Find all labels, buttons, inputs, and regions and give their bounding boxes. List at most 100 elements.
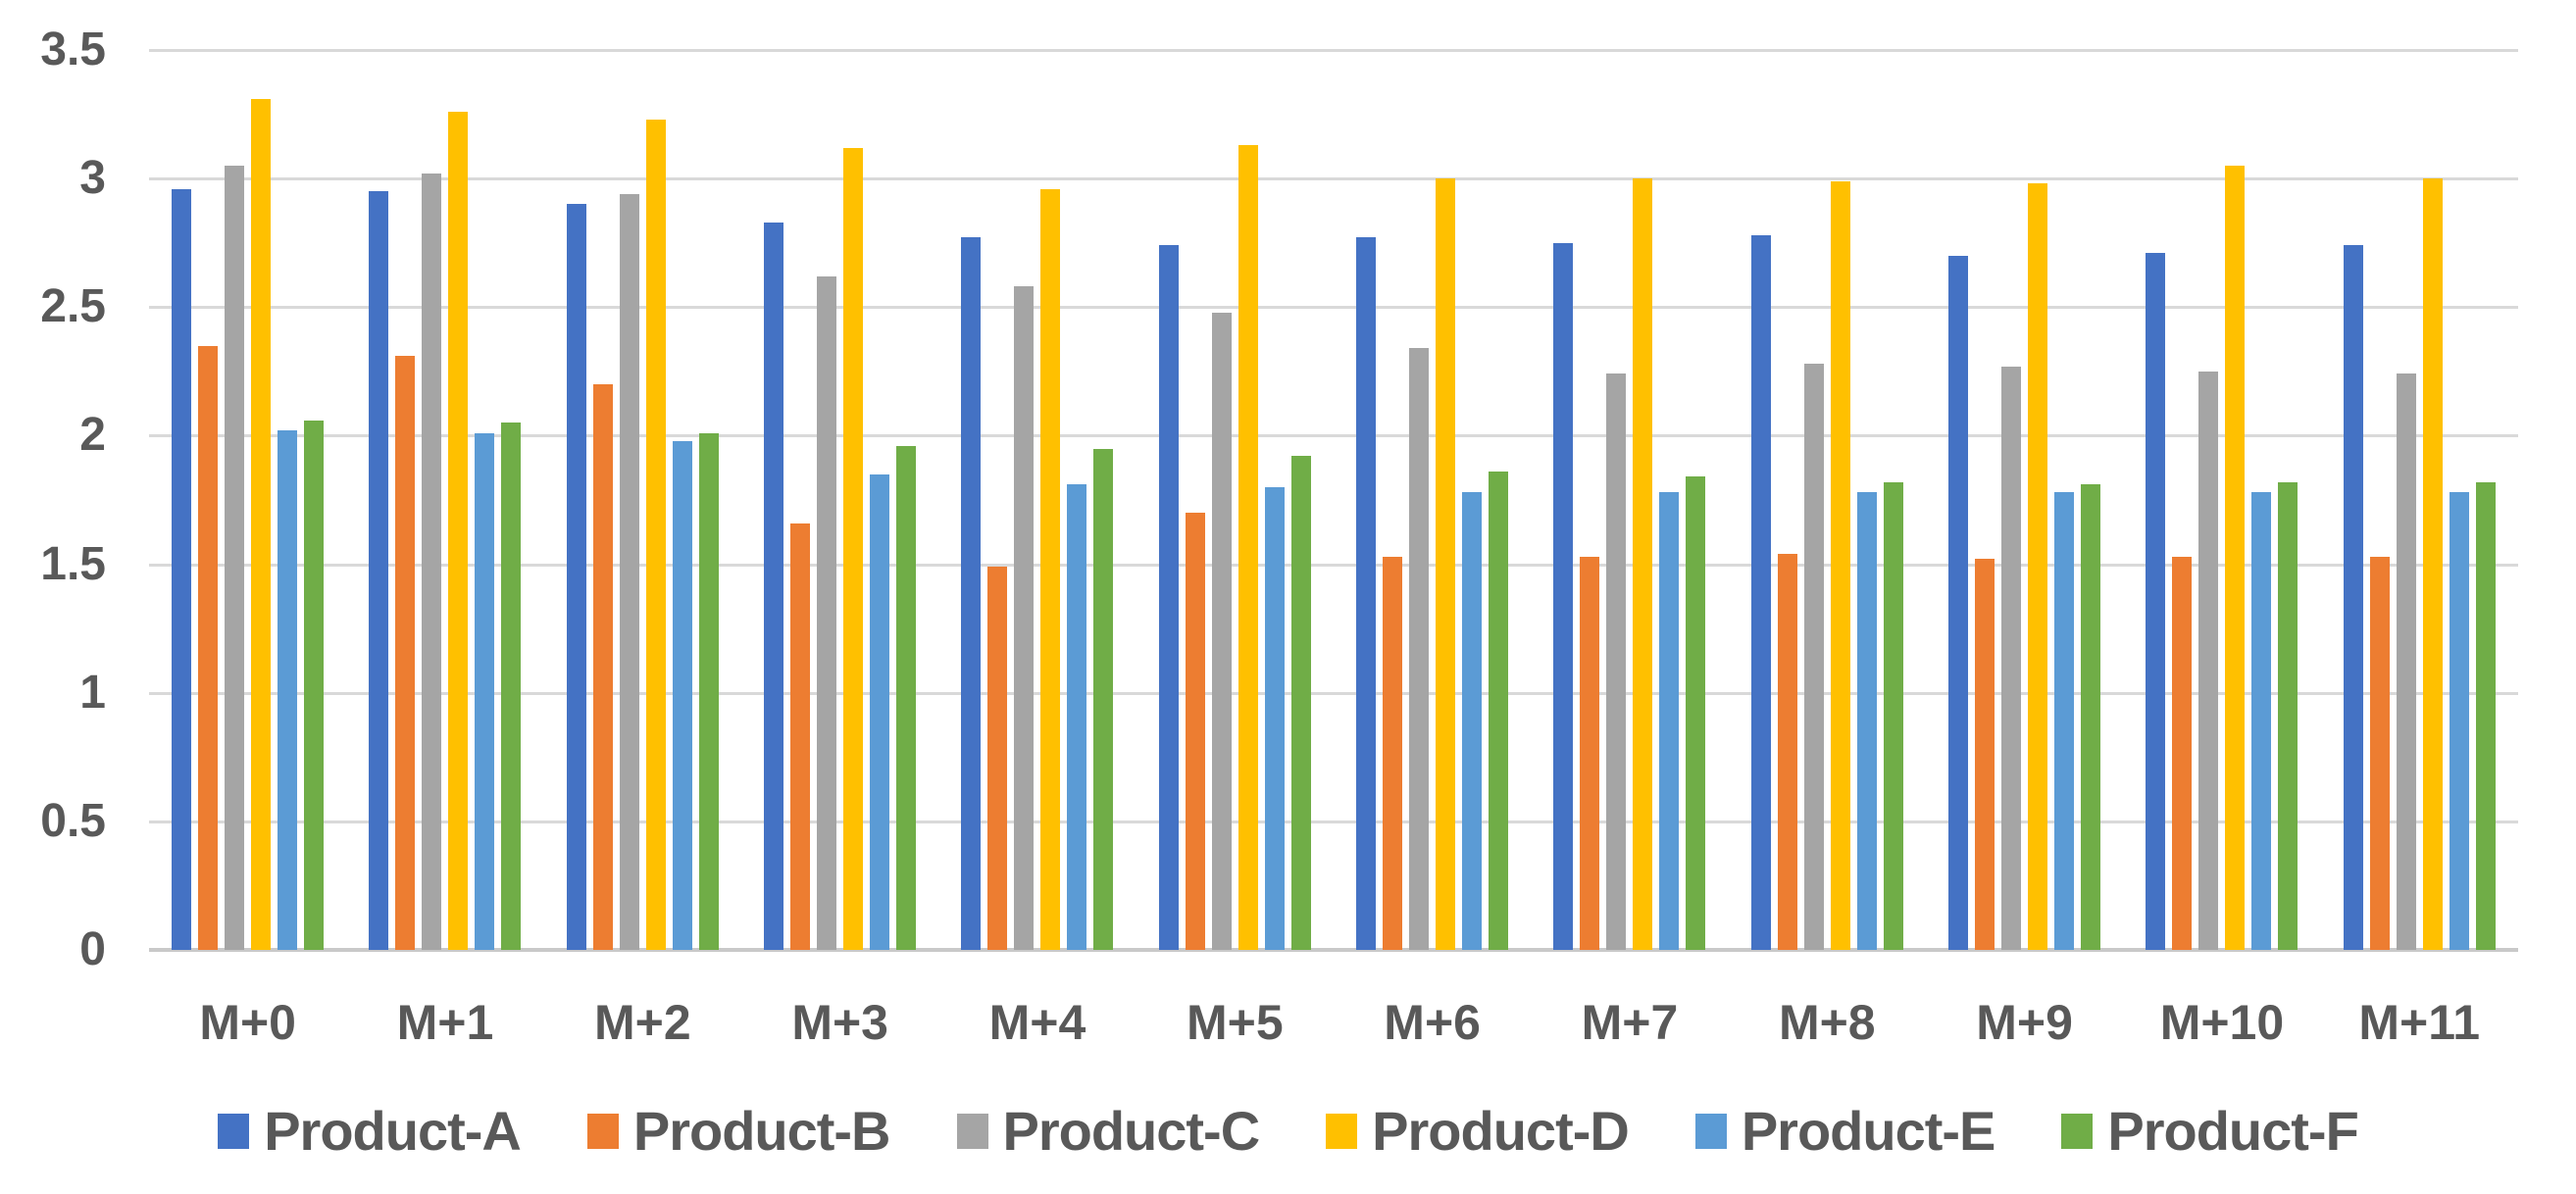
bar-Product-F-M+0[interactable] — [304, 420, 325, 950]
bar-Product-C-M+8[interactable] — [1803, 364, 1824, 950]
bar-Product-C-M+11[interactable] — [2396, 373, 2416, 950]
bar-Product-E-M+1[interactable] — [475, 432, 495, 950]
legend-item-Product-F[interactable]: Product-F — [2061, 1102, 2359, 1161]
legend-item-Product-A[interactable]: Product-A — [218, 1102, 522, 1161]
bar-Product-E-M+11[interactable] — [2449, 492, 2469, 950]
bar-Product-A-M+7[interactable] — [1553, 242, 1574, 950]
bar-Product-F-M+7[interactable] — [1686, 476, 1706, 950]
bar-Product-D-M+9[interactable] — [2028, 183, 2048, 950]
bar-Product-A-M+1[interactable] — [369, 191, 389, 950]
bar-Product-C-M+5[interactable] — [1211, 312, 1232, 950]
bar-Product-B-M+4[interactable] — [987, 567, 1008, 950]
bar-Product-D-M+0[interactable] — [251, 98, 272, 950]
bar-Product-B-M+3[interactable] — [790, 522, 811, 950]
bar-Product-B-M+7[interactable] — [1580, 556, 1600, 950]
bar-Product-C-M+7[interactable] — [1606, 373, 1627, 950]
bar-group-M+0 — [149, 50, 346, 950]
bar-Product-C-M+1[interactable] — [422, 173, 442, 950]
bar-Product-C-M+3[interactable] — [817, 275, 837, 950]
bar-Product-B-M+5[interactable] — [1185, 513, 1205, 950]
legend-item-Product-D[interactable]: Product-D — [1326, 1100, 1630, 1162]
bar-Product-E-M+3[interactable] — [870, 473, 890, 950]
bar-Product-D-M+2[interactable] — [645, 119, 666, 950]
bar-Product-A-M+2[interactable] — [566, 204, 586, 950]
bar-Product-C-M+2[interactable] — [619, 193, 639, 950]
bar-Product-F-M+5[interactable] — [1290, 456, 1311, 950]
bar-Product-E-M+7[interactable] — [1659, 492, 1680, 950]
legend-marker-Product-C — [956, 1114, 988, 1149]
bar-Product-F-M+10[interactable] — [2278, 481, 2298, 950]
plot-area — [149, 49, 2518, 952]
y-tick-label-3.5: 3.5 — [40, 24, 106, 75]
bar-group-M+9 — [1926, 50, 2123, 950]
bar-group-M+8 — [1729, 50, 1926, 950]
bar-Product-E-M+10[interactable] — [2251, 492, 2272, 950]
x-axis-category-labels: M+0 M+1 M+2 M+3 M+4 M+5 M+6 M+7 M+8 M+9 M+10 M+11 — [149, 992, 2518, 1053]
bar-Product-D-M+1[interactable] — [448, 111, 469, 950]
bar-Product-D-M+5[interactable] — [1237, 145, 1258, 950]
bar-Product-D-M+8[interactable] — [1830, 180, 1850, 950]
legend-label-Product-D: Product-D — [1372, 1100, 1630, 1162]
bar-Product-D-M+4[interactable] — [1040, 188, 1061, 950]
bar-Product-F-M+11[interactable] — [2475, 481, 2496, 950]
bar-group-M+1 — [346, 50, 543, 950]
bar-Product-B-M+0[interactable] — [198, 345, 219, 950]
bar-Product-E-M+5[interactable] — [1264, 486, 1285, 950]
bar-Product-D-M+11[interactable] — [2422, 178, 2443, 950]
bar-Product-F-M+4[interactable] — [1093, 448, 1114, 950]
bar-Product-B-M+6[interactable] — [1383, 556, 1403, 950]
bar-Product-B-M+8[interactable] — [1777, 554, 1797, 950]
bar-Product-E-M+9[interactable] — [2054, 492, 2075, 950]
bar-Product-B-M+2[interactable] — [592, 383, 613, 950]
bar-Product-C-M+0[interactable] — [225, 166, 245, 950]
gridline-0.5 — [149, 820, 2518, 823]
bar-Product-C-M+6[interactable] — [1409, 348, 1430, 950]
bar-Product-A-M+4[interactable] — [961, 237, 982, 950]
bar-Product-E-M+0[interactable] — [278, 430, 298, 950]
bar-Product-D-M+7[interactable] — [1633, 178, 1653, 950]
bar-Product-D-M+6[interactable] — [1436, 178, 1456, 950]
bar-Product-D-M+3[interactable] — [843, 147, 864, 950]
y-tick-label-2.5: 2.5 — [40, 280, 106, 333]
bar-Product-A-M+9[interactable] — [1948, 255, 1969, 950]
y-tick-label-0: 0 — [79, 923, 106, 975]
bar-Product-E-M+6[interactable] — [1462, 492, 1483, 950]
bar-Product-E-M+8[interactable] — [1856, 492, 1877, 950]
bar-group-M+7 — [1531, 50, 1728, 950]
bar-group-M+5 — [1136, 50, 1334, 950]
x-label-M+2: M+2 — [593, 995, 691, 1050]
bar-Product-A-M+11[interactable] — [2343, 245, 2363, 950]
bar-Product-D-M+10[interactable] — [2225, 166, 2246, 950]
bar-Product-F-M+8[interactable] — [1883, 481, 1903, 950]
legend-item-Product-C[interactable]: Product-C — [956, 1102, 1260, 1161]
bar-Product-F-M+9[interactable] — [2081, 484, 2101, 950]
y-tick-label-1.5: 1.5 — [40, 537, 106, 590]
x-label-M+1: M+1 — [396, 995, 494, 1050]
bar-Product-A-M+10[interactable] — [2146, 253, 2166, 950]
bar-Product-B-M+1[interactable] — [395, 356, 416, 950]
bar-Product-A-M+8[interactable] — [1750, 234, 1771, 950]
bar-Product-A-M+6[interactable] — [1356, 237, 1377, 950]
legend-item-Product-B[interactable]: Product-B — [586, 1102, 890, 1161]
bar-Product-E-M+4[interactable] — [1067, 484, 1087, 950]
legend-item-Product-E[interactable]: Product-E — [1694, 1102, 1995, 1161]
bar-Product-E-M+2[interactable] — [672, 440, 692, 950]
bar-Product-B-M+9[interactable] — [1975, 559, 1995, 950]
bar-Product-C-M+9[interactable] — [2001, 366, 2022, 950]
gridline-2.5 — [149, 306, 2518, 310]
bar-Product-F-M+6[interactable] — [1489, 472, 1509, 950]
bar-Product-B-M+10[interactable] — [2172, 556, 2193, 950]
gridline-3.5 — [149, 49, 2518, 52]
bar-Product-A-M+5[interactable] — [1158, 245, 1179, 950]
bar-Product-F-M+1[interactable] — [501, 423, 522, 950]
bar-Product-F-M+2[interactable] — [698, 432, 719, 950]
bar-Product-C-M+4[interactable] — [1014, 286, 1035, 950]
bar-Product-B-M+11[interactable] — [2369, 556, 2390, 950]
bar-Product-A-M+0[interactable] — [172, 188, 192, 950]
bar-Product-A-M+3[interactable] — [764, 222, 784, 950]
legend-marker-Product-D — [1326, 1114, 1358, 1149]
bar-Product-C-M+10[interactable] — [2198, 371, 2219, 950]
bar-groups — [149, 50, 2518, 950]
bar-Product-F-M+3[interactable] — [896, 445, 917, 950]
